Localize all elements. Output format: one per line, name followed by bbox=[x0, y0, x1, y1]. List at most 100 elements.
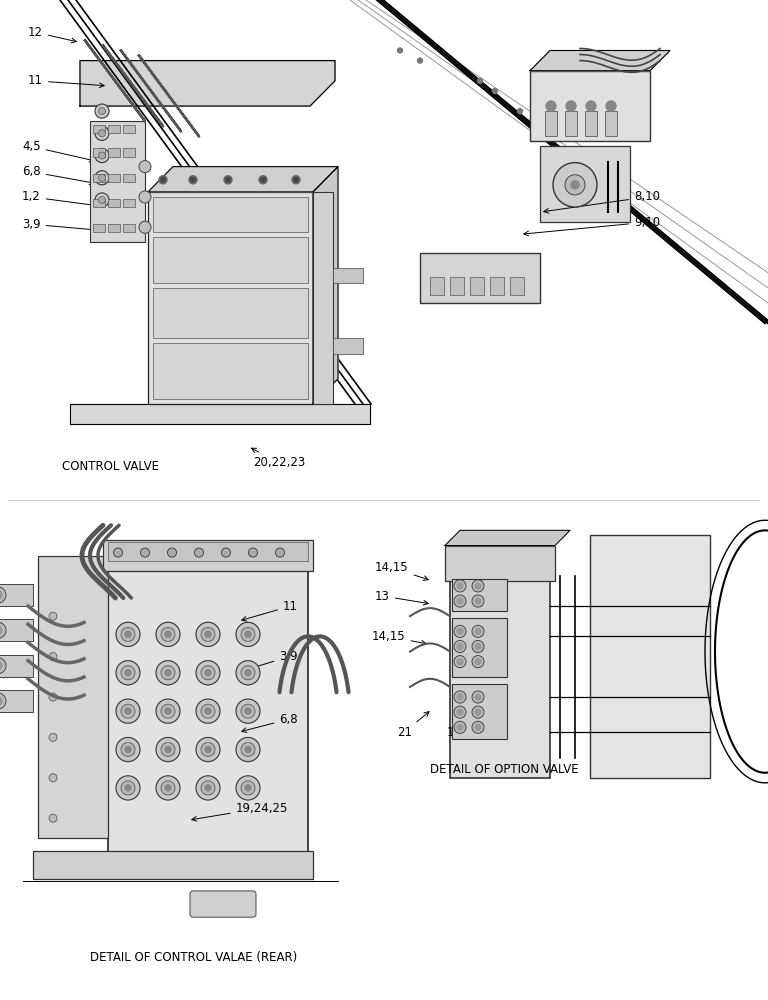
Circle shape bbox=[161, 742, 175, 757]
Circle shape bbox=[121, 742, 135, 757]
Circle shape bbox=[161, 627, 175, 641]
Text: 3,9: 3,9 bbox=[243, 650, 298, 671]
Circle shape bbox=[125, 670, 131, 676]
Text: 4,5: 4,5 bbox=[22, 140, 94, 162]
Circle shape bbox=[472, 706, 484, 718]
Circle shape bbox=[475, 598, 481, 604]
Circle shape bbox=[196, 776, 220, 800]
Circle shape bbox=[475, 694, 481, 700]
Circle shape bbox=[226, 178, 230, 182]
Bar bbox=[93, 174, 105, 182]
Circle shape bbox=[125, 708, 131, 714]
Circle shape bbox=[98, 174, 105, 181]
Circle shape bbox=[292, 176, 300, 184]
Polygon shape bbox=[530, 50, 670, 71]
Circle shape bbox=[259, 176, 267, 184]
Bar bbox=[545, 111, 557, 136]
Circle shape bbox=[116, 776, 140, 800]
Circle shape bbox=[49, 733, 57, 741]
Bar bbox=[153, 343, 308, 399]
Circle shape bbox=[125, 785, 131, 791]
Circle shape bbox=[121, 627, 135, 641]
Circle shape bbox=[454, 706, 466, 718]
Text: 11: 11 bbox=[28, 74, 104, 88]
Circle shape bbox=[0, 587, 6, 603]
Circle shape bbox=[156, 776, 180, 800]
Circle shape bbox=[125, 746, 131, 753]
Circle shape bbox=[418, 58, 422, 63]
Circle shape bbox=[159, 176, 167, 184]
Circle shape bbox=[49, 693, 57, 701]
Bar bbox=[0, 655, 33, 677]
Text: 21: 21 bbox=[397, 712, 429, 739]
Text: 13: 13 bbox=[375, 589, 429, 605]
Text: CONTROL VALVE: CONTROL VALVE bbox=[62, 460, 159, 473]
Bar bbox=[90, 121, 145, 242]
Circle shape bbox=[457, 724, 463, 730]
Text: 12: 12 bbox=[28, 26, 76, 43]
Bar bbox=[530, 71, 650, 141]
Bar bbox=[510, 277, 524, 295]
Circle shape bbox=[167, 548, 177, 557]
Bar bbox=[490, 277, 504, 295]
Circle shape bbox=[139, 221, 151, 233]
Polygon shape bbox=[70, 404, 370, 424]
Circle shape bbox=[95, 148, 109, 163]
Circle shape bbox=[472, 595, 484, 607]
Bar bbox=[420, 252, 540, 303]
Circle shape bbox=[236, 776, 260, 800]
Circle shape bbox=[205, 746, 211, 753]
Circle shape bbox=[98, 108, 105, 115]
Polygon shape bbox=[80, 61, 335, 106]
Circle shape bbox=[114, 548, 123, 557]
Circle shape bbox=[245, 708, 251, 714]
Circle shape bbox=[457, 709, 463, 715]
Circle shape bbox=[245, 670, 251, 676]
Bar bbox=[108, 542, 308, 561]
Circle shape bbox=[475, 709, 481, 715]
Circle shape bbox=[276, 548, 284, 557]
Circle shape bbox=[454, 656, 466, 668]
Circle shape bbox=[236, 661, 260, 685]
Bar bbox=[333, 268, 363, 283]
Text: 9,10: 9,10 bbox=[524, 216, 660, 236]
Circle shape bbox=[156, 737, 180, 762]
Circle shape bbox=[546, 101, 556, 111]
Bar bbox=[93, 125, 105, 133]
Circle shape bbox=[165, 631, 171, 637]
Circle shape bbox=[454, 640, 466, 653]
Circle shape bbox=[454, 580, 466, 592]
Bar bbox=[153, 197, 308, 232]
Circle shape bbox=[121, 666, 135, 680]
Bar bbox=[333, 338, 363, 354]
Bar bbox=[452, 618, 507, 677]
Text: 20,22,23: 20,22,23 bbox=[251, 448, 305, 469]
Text: 3,9: 3,9 bbox=[22, 218, 96, 232]
Circle shape bbox=[116, 622, 140, 647]
Circle shape bbox=[0, 697, 2, 705]
Circle shape bbox=[241, 742, 255, 757]
Bar bbox=[153, 237, 308, 283]
Circle shape bbox=[294, 178, 298, 182]
Circle shape bbox=[472, 656, 484, 668]
Circle shape bbox=[478, 78, 482, 83]
Circle shape bbox=[95, 171, 109, 185]
Circle shape bbox=[165, 785, 171, 791]
Circle shape bbox=[161, 704, 175, 718]
Circle shape bbox=[0, 626, 2, 634]
Circle shape bbox=[139, 161, 151, 173]
Circle shape bbox=[566, 101, 576, 111]
Bar bbox=[590, 535, 710, 778]
Circle shape bbox=[457, 643, 463, 650]
Bar bbox=[0, 584, 33, 606]
Bar bbox=[93, 199, 105, 207]
Circle shape bbox=[241, 704, 255, 718]
FancyBboxPatch shape bbox=[190, 891, 256, 917]
Text: DETAIL OF CONTROL VALAE (REAR): DETAIL OF CONTROL VALAE (REAR) bbox=[90, 951, 297, 964]
Circle shape bbox=[606, 101, 616, 111]
Circle shape bbox=[0, 693, 6, 709]
Bar bbox=[38, 556, 108, 838]
Text: 8,10: 8,10 bbox=[544, 190, 660, 213]
Circle shape bbox=[189, 176, 197, 184]
Circle shape bbox=[0, 622, 6, 638]
